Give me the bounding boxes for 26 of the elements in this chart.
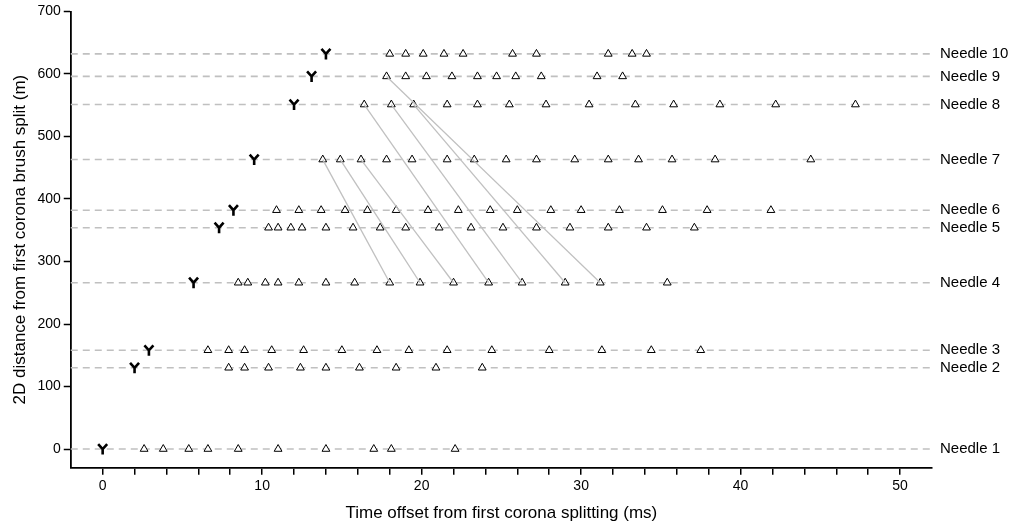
y-tick-label: 200 xyxy=(37,314,61,331)
y-tick-label: 100 xyxy=(37,377,61,394)
y-tick-label: 700 xyxy=(37,2,61,19)
x-tick-label: 20 xyxy=(413,477,430,494)
y-tick-label: 500 xyxy=(37,127,61,144)
y-tick-label: 600 xyxy=(37,64,61,81)
x-tick-label: 40 xyxy=(732,477,749,494)
ref-line-label: Needle 2 xyxy=(940,357,1001,375)
ref-line-label: Needle 9 xyxy=(940,66,1001,84)
ref-line-label: Needle 5 xyxy=(940,217,1001,235)
ref-line-label: Needle 1 xyxy=(940,439,1001,457)
ref-line-label: Needle 4 xyxy=(940,272,1001,290)
y-tick-label: 300 xyxy=(37,252,61,269)
x-tick-label: 10 xyxy=(254,477,271,494)
y-tick-label: 400 xyxy=(37,189,61,206)
x-tick-label: 50 xyxy=(892,477,909,494)
x-tick-label: 30 xyxy=(573,477,590,494)
y-tick-label: 0 xyxy=(52,439,61,456)
ref-line-label: Needle 6 xyxy=(940,200,1001,218)
ref-line-label: Needle 8 xyxy=(940,94,1001,112)
y-axis-title: 2D distance from first corona brush split (m) xyxy=(9,74,29,405)
ref-line-label: Needle 10 xyxy=(940,44,1009,62)
x-tick-label: 0 xyxy=(98,477,107,494)
x-axis-title: Time offset from first corona splitting (ms) xyxy=(345,503,658,523)
ref-line-label: Needle 3 xyxy=(940,340,1001,358)
ref-line-label: Needle 7 xyxy=(940,149,1001,167)
